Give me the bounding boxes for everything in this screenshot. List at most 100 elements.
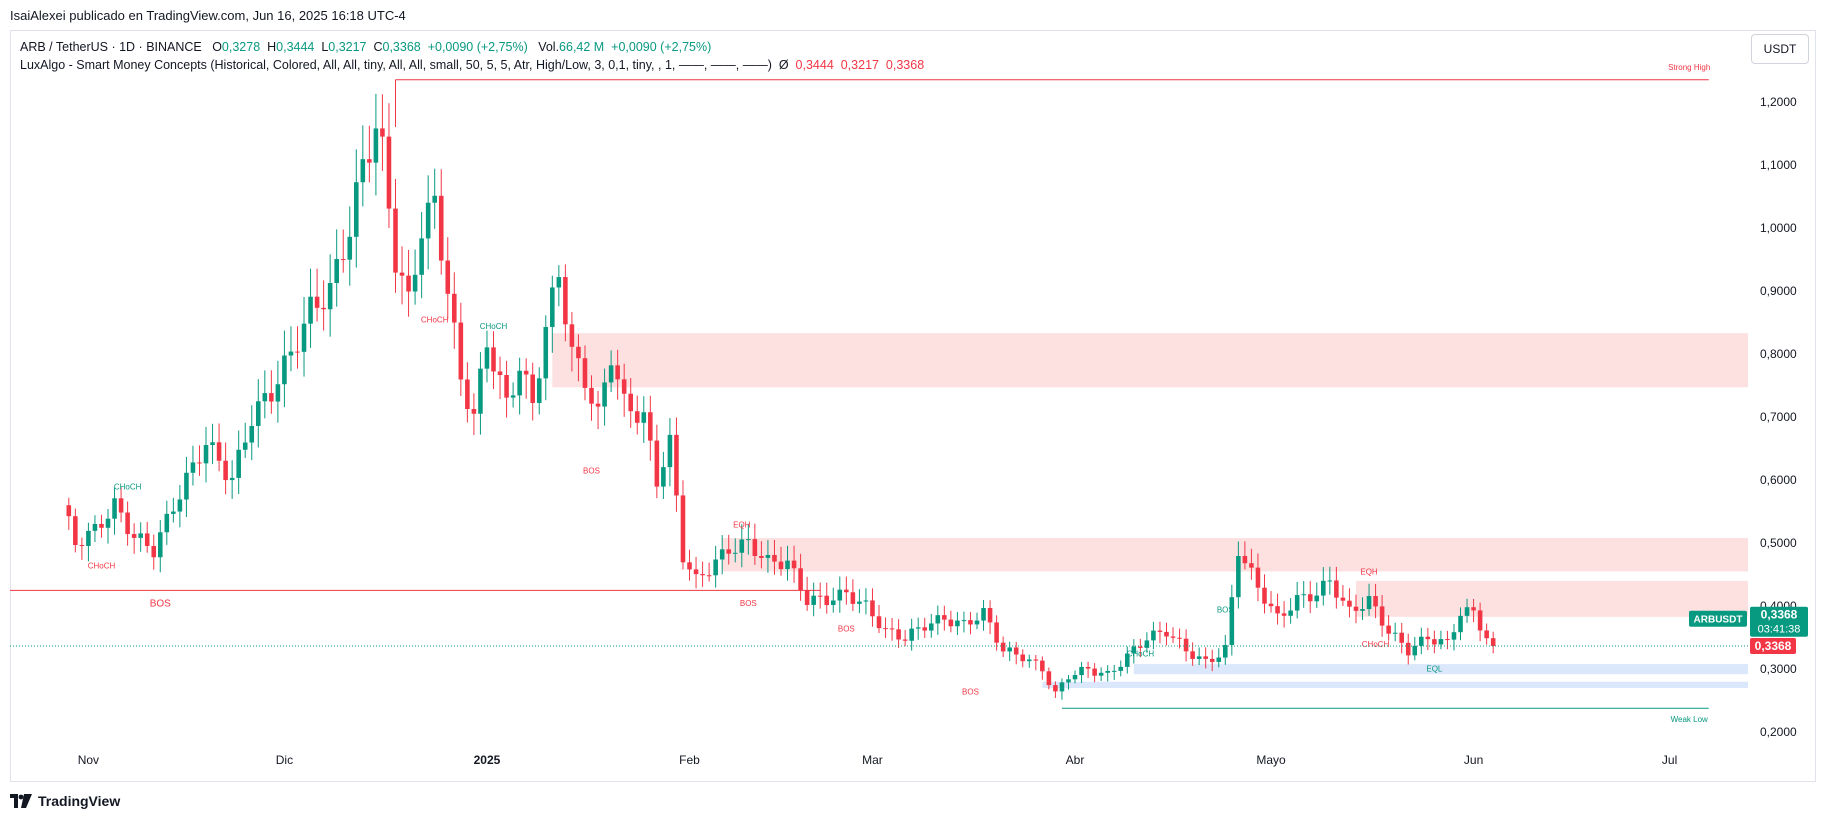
y-tick-label: 0,7000 [1760,410,1797,424]
candle-body [1013,647,1019,655]
candle-body [595,403,601,407]
candle-body [1177,637,1182,639]
candle-body [321,307,326,310]
candle-body [1484,630,1489,639]
candle-body [1438,639,1444,645]
candle-body [909,628,914,641]
candle-body [465,379,470,409]
open-label: O [212,40,222,54]
candle-body [1412,645,1418,656]
x-tick-label: Feb [679,753,700,767]
candle-body [1183,638,1189,652]
footer-brand: TradingView [38,793,121,809]
candle-body [746,539,751,541]
candle-body [269,393,274,402]
candle-body [1366,596,1372,610]
candle-body [1079,666,1084,676]
candle-body [171,511,176,514]
structure-label: BOS [962,687,979,696]
candle-body [1124,653,1130,667]
candle-body [1053,685,1058,692]
candle-body [1301,594,1306,596]
candle-body [308,296,313,324]
candle-body [700,574,705,576]
candle-body [922,627,928,631]
candle-body [726,549,732,554]
candle-body [1399,632,1404,643]
x-tick-label: Dic [276,753,293,767]
publish-caption: IsaiAlexei publicado en TradingView.com,… [10,8,406,23]
candle-body [295,351,300,353]
currency-button[interactable]: USDT [1751,34,1809,64]
candle-body [1255,567,1261,588]
candle-body [1020,654,1026,662]
candle-body [1151,630,1156,641]
candle-body [804,590,810,605]
structure-label: EQL [1426,665,1443,674]
candle-body [785,560,790,570]
candle-body [1223,644,1228,658]
candle-body [203,445,209,464]
candle-body [249,425,255,443]
candle-body [1229,597,1235,645]
candle-body [961,620,967,622]
candle-body [1033,659,1039,661]
candle-body [177,499,183,512]
candle-body [981,608,986,621]
structure-label: CHoCH [1362,640,1390,649]
candle-body [1477,610,1483,631]
candle-body [1386,625,1391,634]
candle-body [1236,556,1241,598]
candle-body [955,620,960,627]
candle-body [399,272,405,276]
candle-body [1157,630,1163,632]
candle-body [1392,632,1398,634]
candle-body [340,259,346,261]
candle-body [713,559,718,576]
symbol-label[interactable]: ARB / TetherUS · 1D · BINANCE [20,40,202,54]
structure-label: CHoCH [480,322,508,331]
candle-body [1419,636,1424,646]
close-label: C [373,40,383,54]
indicator-label[interactable]: LuxAlgo - Smart Money Concepts (Historic… [20,58,772,72]
candle-body [667,434,673,468]
candle-body [1098,672,1104,676]
candle-body [327,282,333,310]
price-badge [1750,606,1808,637]
candle-body [255,401,261,426]
candle-body [994,622,999,643]
y-tick-label: 1,1000 [1760,158,1797,172]
y-tick-label: 0,5000 [1760,536,1797,550]
candle-body [543,326,549,379]
candle-body [497,371,503,376]
candle-body [1196,656,1202,659]
ticker-badge [1689,610,1747,627]
candle-body [438,195,444,261]
candle-body [1458,615,1463,633]
candle-body [347,236,353,260]
x-tick-label: Jun [1464,753,1483,767]
candle-body [1085,666,1091,669]
zone-supply-1 [722,538,1748,572]
candle-body [445,260,451,294]
candle-body [1216,657,1222,662]
candle-body [419,238,424,275]
candle-body [1327,580,1333,582]
candle-body [1072,675,1078,680]
candle-body [242,442,248,450]
candle-body [354,182,359,237]
candle-body [1314,595,1320,602]
candle-body [367,159,372,163]
candle-body [1432,639,1437,645]
candle-body [1026,659,1032,662]
candle-body [1445,639,1450,641]
candle-body [112,498,117,519]
candle-body [791,560,797,569]
candle-body [1451,632,1457,640]
candle-body [314,296,320,308]
change-value: +0,0090 (+2,75%) [427,40,528,54]
candle-body [99,523,104,528]
candle-body [798,568,803,591]
candle-body [837,589,843,601]
